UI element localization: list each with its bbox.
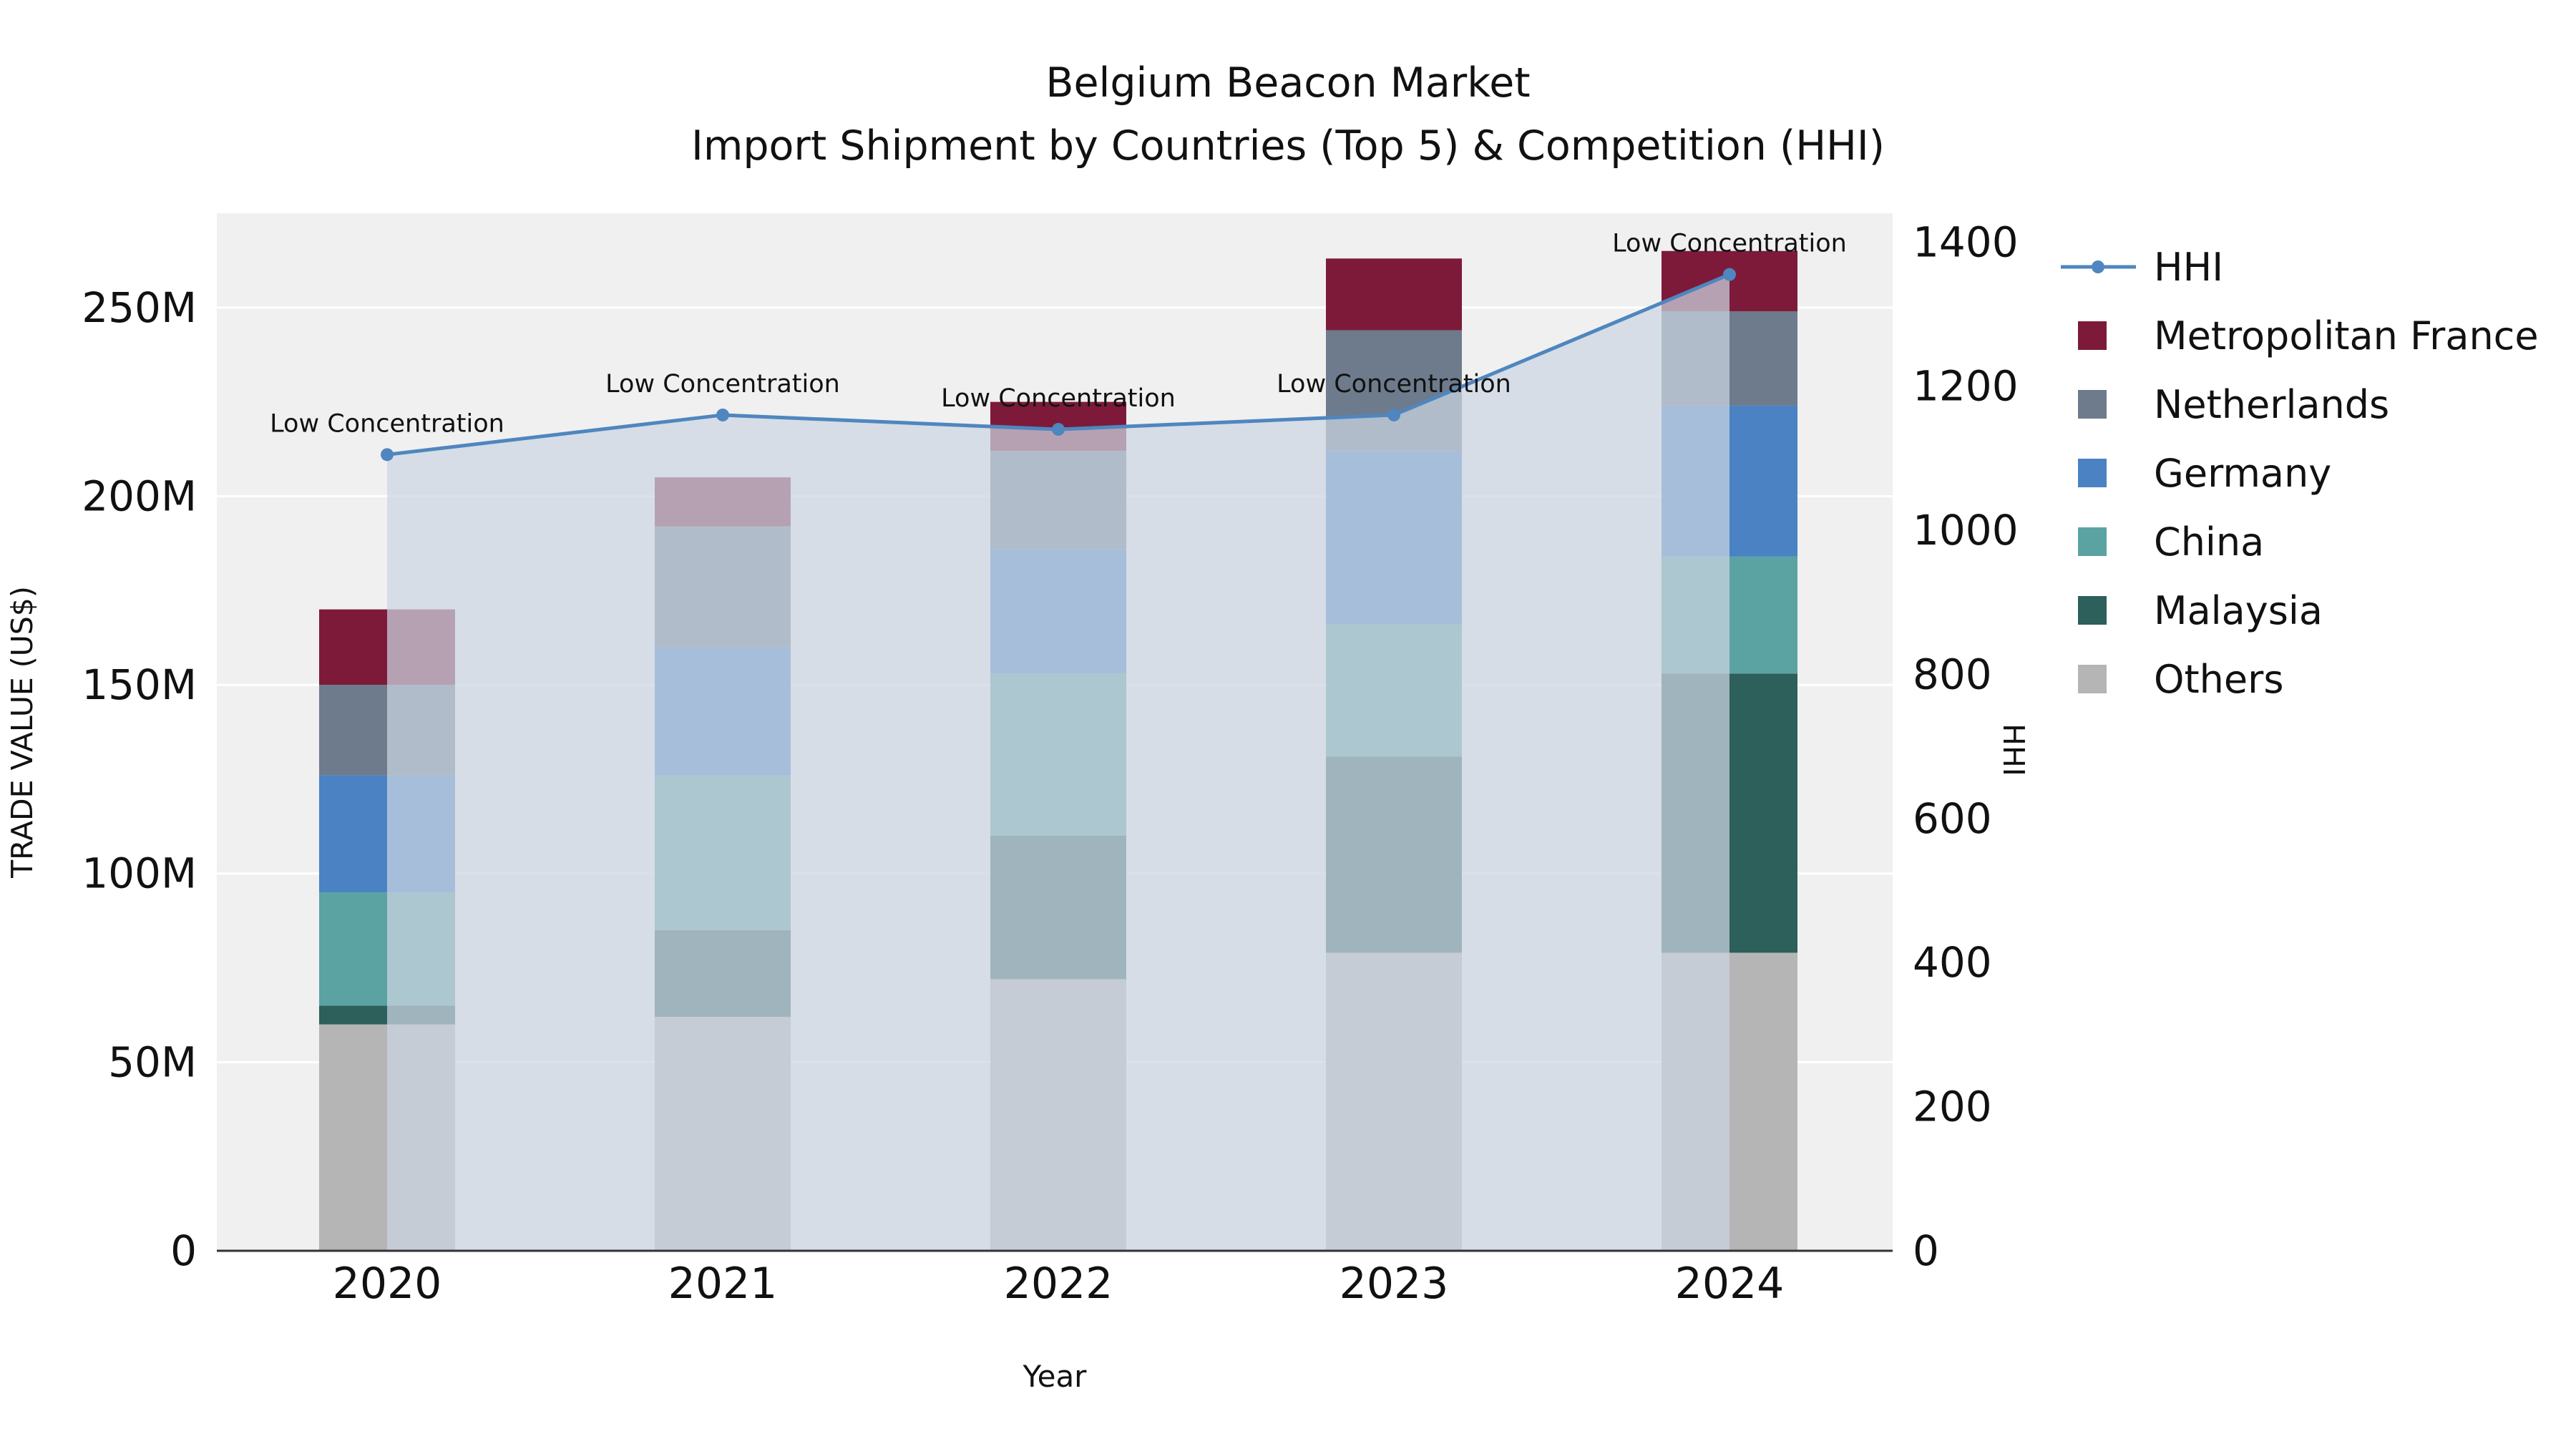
y-right-tick-label: 1400 xyxy=(1913,218,2019,266)
chart-title: Belgium Beacon Market Import Shipment by… xyxy=(0,52,2576,177)
annotation-low-concentration: Low Concentration xyxy=(941,384,1176,413)
chart-title-line1: Belgium Beacon Market xyxy=(1045,59,1531,107)
annotation-low-concentration: Low Concentration xyxy=(270,409,504,438)
x-tick-label: 2020 xyxy=(333,1259,442,1309)
hhi-marker xyxy=(1723,268,1736,281)
bar-segment-metropolitan-france xyxy=(1326,258,1462,331)
y-right-tick-label: 600 xyxy=(1913,794,1992,843)
y-left-tick-label: 0 xyxy=(170,1226,197,1275)
annotation-low-concentration: Low Concentration xyxy=(1277,370,1511,399)
x-tick-label: 2024 xyxy=(1675,1259,1785,1309)
y-left-tick-label: 100M xyxy=(82,849,197,898)
y-right-tick-label: 200 xyxy=(1913,1083,1992,1131)
hhi-area-fill xyxy=(387,274,1729,1251)
y-right-axis-title: HHI xyxy=(1996,723,2031,776)
y-right-tick-label: 1200 xyxy=(1913,362,2019,411)
legend-label-others: Others xyxy=(2154,657,2283,702)
x-axis-title: Year xyxy=(1023,1359,1088,1394)
legend-swatch-china xyxy=(2078,527,2107,556)
legend-line-marker xyxy=(2092,260,2104,273)
y-right-tick-label: 800 xyxy=(1913,650,1992,698)
chart-title-line2: Import Shipment by Countries (Top 5) & C… xyxy=(691,122,1885,170)
hhi-marker xyxy=(1052,423,1065,436)
hhi-marker xyxy=(716,408,729,421)
y-right-tick-label: 400 xyxy=(1913,938,1992,987)
x-tick-label: 2023 xyxy=(1340,1259,1449,1309)
y-left-tick-label: 200M xyxy=(82,472,197,520)
y-right-tick-label: 1000 xyxy=(1913,506,2019,555)
y-left-axis-title: TRADE VALUE (US$) xyxy=(5,586,39,879)
hhi-marker xyxy=(381,448,394,462)
y-left-tick-label: 150M xyxy=(82,660,197,709)
legend-swatch-netherlands xyxy=(2078,390,2107,419)
legend-swatch-germany xyxy=(2078,459,2107,487)
annotation-low-concentration: Low Concentration xyxy=(605,370,840,399)
legend-swatch-metropolitan-france xyxy=(2078,321,2107,350)
legend-label-china: China xyxy=(2154,519,2264,565)
legend-label-metropolitan-france: Metropolitan France xyxy=(2154,313,2539,358)
legend-label-germany: Germany xyxy=(2154,451,2331,496)
legend-label-hhi: HHI xyxy=(2154,245,2223,290)
legend-label-malaysia: Malaysia xyxy=(2154,588,2323,633)
y-left-tick-label: 50M xyxy=(108,1038,197,1086)
x-tick-label: 2022 xyxy=(1004,1259,1113,1309)
legend-swatch-others xyxy=(2078,665,2107,693)
y-right-tick-label: 0 xyxy=(1913,1226,1939,1275)
hhi-marker xyxy=(1387,408,1400,421)
y-left-tick-label: 250M xyxy=(82,283,197,332)
legend-label-netherlands: Netherlands xyxy=(2154,382,2389,427)
x-tick-label: 2021 xyxy=(668,1259,778,1309)
legend-swatch-malaysia xyxy=(2078,596,2107,625)
annotation-low-concentration: Low Concentration xyxy=(1612,230,1847,258)
